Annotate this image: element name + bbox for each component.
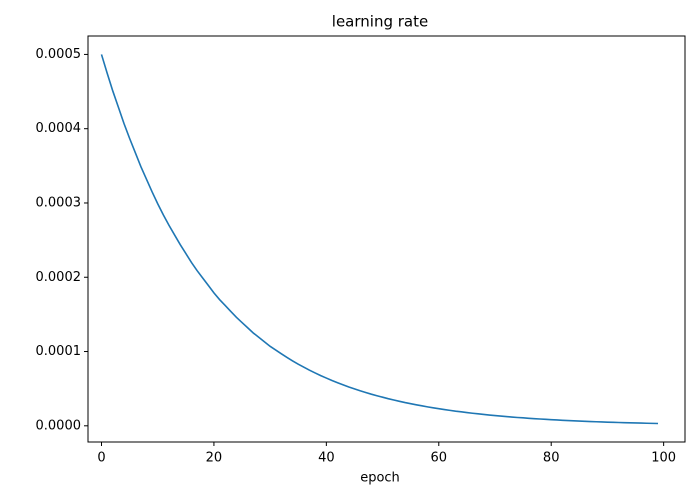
x-tick-label: 40	[318, 451, 335, 466]
x-tick-label: 60	[431, 451, 448, 466]
y-tick-label: 0.0002	[36, 270, 82, 285]
x-tick-label: 0	[97, 451, 105, 466]
x-tick-label: 100	[651, 451, 676, 466]
y-tick-label: 0.0005	[36, 47, 82, 62]
y-tick-label: 0.0000	[36, 418, 82, 433]
x-tick-label: 80	[543, 451, 560, 466]
y-tick-label: 0.0001	[36, 344, 82, 359]
data-line	[100, 54, 659, 425]
y-tick-label: 0.0004	[36, 121, 82, 136]
x-tick-label: 20	[206, 451, 223, 466]
y-tick-label: 0.0003	[36, 195, 82, 210]
plot-frame	[87, 35, 686, 443]
chart-title: learning rate	[332, 13, 428, 31]
x-axis-label: epoch	[360, 471, 400, 486]
